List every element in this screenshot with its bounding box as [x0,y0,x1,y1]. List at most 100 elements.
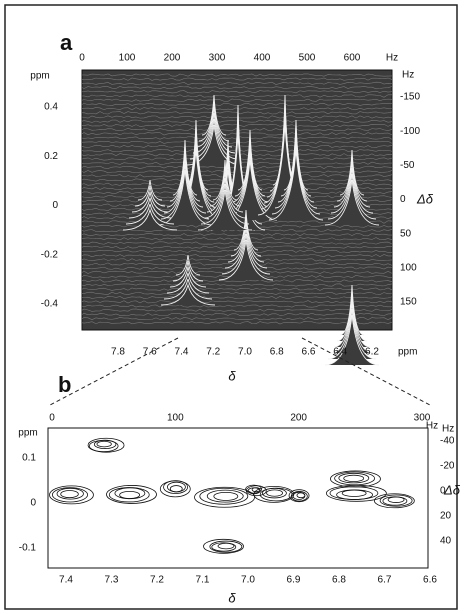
bottom-tick-label: 7.2 [150,575,164,586]
contour [373,493,415,509]
right-tick-label: -50 [400,160,415,171]
contour [203,538,244,554]
contour [334,471,376,486]
contour [211,542,237,552]
right-tick-label: 150 [400,297,417,308]
contour [119,490,141,499]
top-tick-label: 100 [167,413,184,424]
right-tick-label: -20 [440,461,455,472]
contour [251,487,261,493]
contour [343,474,365,482]
left-unit: ppm [30,71,49,82]
trace [81,94,393,98]
contour [51,487,88,503]
trace [81,317,393,321]
peak [157,169,213,226]
trace [81,128,393,132]
contour [387,496,405,503]
contour [296,492,306,499]
frame [4,4,458,610]
peak [160,283,216,306]
contour [217,542,235,550]
bottom-unit: ppm [398,347,417,358]
bottom-tick-label: 6.9 [287,575,301,586]
trace [81,123,393,127]
trace [81,136,393,140]
contour [49,485,94,505]
bottom-axis-label: δ [228,590,236,605]
trace [81,140,393,144]
right-axis-label: Δδ [443,482,461,497]
left-tick-label: 0.1 [22,453,36,464]
right-tick-label: -100 [400,126,420,137]
trace [81,90,393,94]
top-tick-label: 200 [290,413,307,424]
left-tick-label: 0.4 [44,102,58,113]
contour [288,489,310,503]
right-tick-label: 100 [400,262,417,273]
top-tick-label: 100 [119,53,136,64]
trace [81,296,393,300]
trace [81,119,393,123]
trace [81,77,393,81]
trace [81,279,393,283]
peak [197,189,253,231]
bottom-tick-label: 7.8 [111,347,125,358]
trace [81,73,393,77]
right-tick-label: 20 [440,511,452,522]
trace [81,132,393,136]
top-tick-label: 200 [164,53,181,64]
bottom-axis-label: δ [228,368,236,383]
bottom-tick-label: 7.4 [59,575,73,586]
top-tick-label: 400 [254,53,271,64]
trace [81,287,393,291]
contour [341,489,367,497]
trace [81,98,393,102]
contour [93,439,117,449]
contour [106,485,157,504]
right-tick-label: 40 [440,536,452,547]
left-tick-label: -0.2 [41,249,59,260]
zoom-line [301,337,431,406]
trace [81,308,393,312]
left-tick-label: 0.2 [44,151,58,162]
bottom-tick-label: 6.6 [423,575,437,586]
contour [199,487,249,505]
right-unit: Hz [442,424,454,435]
contour [206,489,244,503]
contour [290,491,308,502]
trace [81,102,393,106]
trace [81,245,393,249]
left-tick-label: -0.4 [41,299,59,310]
peak [122,208,178,231]
contour [245,484,263,494]
panel-label: b [58,372,71,397]
trace [81,249,393,253]
peak [218,239,274,281]
bottom-tick-label: 6.4 [333,347,347,358]
contour [338,472,370,484]
bottom-tick-label: 7.4 [175,347,189,358]
bottom-tick-label: 6.7 [378,575,392,586]
contour [96,440,112,448]
contour [379,494,413,507]
trace [81,312,393,316]
left-tick-label: 0 [52,200,58,211]
trace [81,241,393,245]
right-tick-label: -150 [400,92,420,103]
contour [60,490,79,499]
trace [81,115,393,119]
bottom-tick-label: 7.0 [241,575,255,586]
left-tick-label: -0.1 [19,543,37,554]
left-unit: ppm [18,428,37,439]
bottom-tick-label: 7.0 [238,347,252,358]
left-tick-label: 0 [30,498,36,509]
trace [81,233,393,237]
trace [81,81,393,85]
contour [209,540,243,553]
contour [262,487,287,499]
right-axis-label: Δδ [416,191,434,206]
top-tick-label: 300 [209,53,226,64]
panel-b: b0 100 200 300Hz0.10-0.1ppm-40-2002040HzΔδ7… [18,372,460,606]
